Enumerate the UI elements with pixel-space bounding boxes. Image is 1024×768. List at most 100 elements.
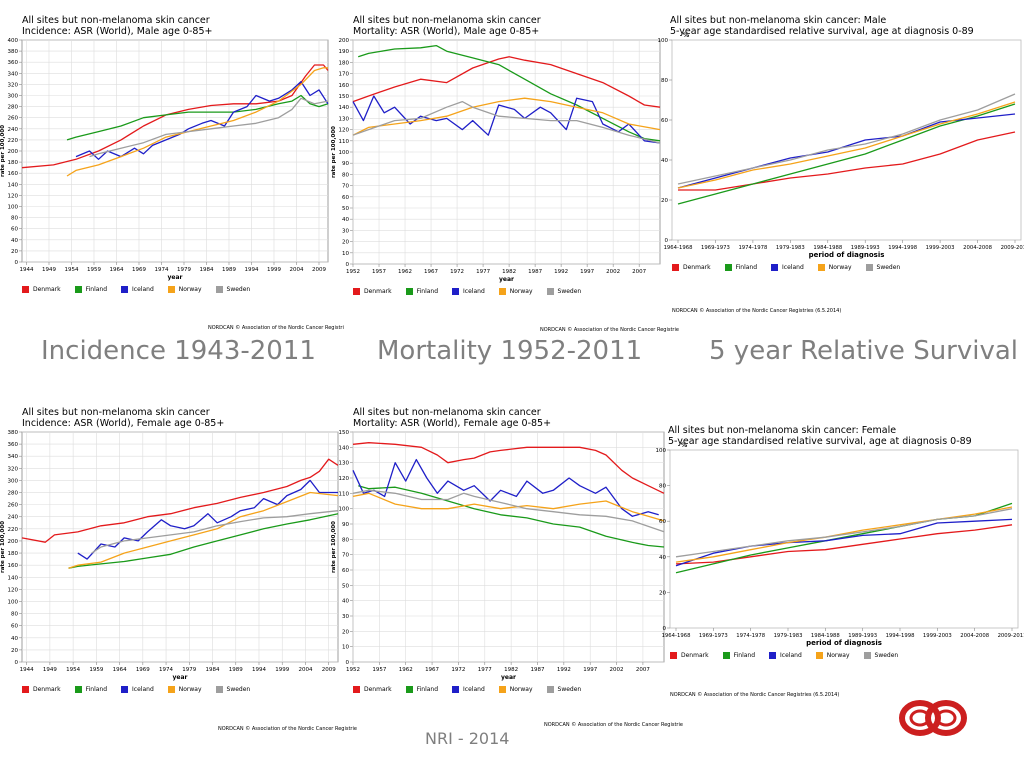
y-tick-label: 40: [659, 555, 666, 561]
y-tick-label: 40: [342, 217, 349, 223]
legend-swatch: [353, 288, 360, 295]
x-tick-label: 1994-1998: [888, 245, 918, 251]
y-tick-label: 190: [339, 49, 350, 55]
legend-swatch: [121, 686, 129, 693]
x-tick-label: 2004-2008: [960, 633, 990, 639]
y-tick-label: 20: [659, 590, 666, 596]
legend-label: Sweden: [874, 652, 899, 659]
chart-title: All sites but non-melanoma skin cancer: …: [670, 15, 887, 26]
legend-item-denmark: Denmark: [670, 652, 709, 659]
y-tick-label: 140: [339, 445, 350, 451]
y-axis-label: %: [681, 441, 688, 449]
x-tick-label: 2002: [610, 667, 624, 673]
y-tick-label: 50: [342, 206, 349, 212]
legend-label: Finland: [735, 264, 758, 271]
series-line-norway: [675, 506, 1013, 563]
chart-legend: Denmark Finland Iceland Norway Sweden: [670, 652, 912, 659]
chart-title: All sites but non-melanoma skin cancer: [22, 15, 210, 26]
series-line-norway: [68, 491, 339, 569]
legend-label: Iceland: [782, 264, 804, 271]
series-line-iceland: [77, 479, 338, 560]
legend-swatch: [863, 652, 871, 659]
legend-item-norway: Norway: [817, 264, 852, 271]
legend-swatch: [452, 288, 460, 295]
x-tick-label: 1979: [182, 667, 196, 673]
y-tick-label: 30: [342, 228, 349, 234]
legend-item-finland: Finland: [405, 686, 439, 693]
legend-swatch: [74, 686, 82, 693]
x-tick-label: 1984-1988: [811, 633, 841, 639]
x-tick-label: 1969: [136, 667, 150, 673]
series-line-iceland: [675, 518, 1013, 567]
legend-swatch: [724, 264, 732, 271]
y-tick-label: 300: [8, 478, 19, 484]
chart-credit: NORDCAN © Association of the Nordic Canc…: [544, 722, 683, 728]
y-axis-label: %: [683, 31, 690, 39]
x-tick-label: 2004-2008: [963, 245, 993, 251]
x-tick-label: 2009: [322, 667, 336, 673]
y-tick-label: 80: [342, 172, 349, 178]
legend-swatch: [771, 264, 779, 271]
legend-swatch: [121, 286, 129, 293]
series-line-sweden: [89, 97, 329, 158]
y-tick-label: 120: [339, 476, 350, 482]
y-axis-label: rate per 100,000: [0, 125, 6, 177]
y-tick-label: 280: [8, 105, 19, 111]
x-tick-label: 1989: [229, 667, 243, 673]
legend-item-iceland: Iceland: [769, 652, 802, 659]
y-tick-label: 200: [8, 149, 19, 155]
y-tick-label: 100: [339, 150, 350, 156]
legend-item-norway: Norway: [167, 686, 202, 693]
chart-subtitle: Mortality: ASR (World), Male age 0-85+: [353, 26, 540, 37]
legend-swatch: [498, 686, 506, 693]
series-line-norway: [352, 97, 661, 136]
legend-label: Norway: [509, 686, 533, 693]
x-tick-label: 1994-1998: [886, 633, 916, 639]
legend-label: Norway: [826, 652, 850, 659]
legend-label: Sweden: [557, 686, 582, 693]
legend-label: Denmark: [33, 686, 61, 693]
legend-label: Finland: [85, 686, 108, 693]
y-tick-label: 60: [11, 624, 18, 630]
x-tick-label: 1952: [346, 667, 360, 673]
legend-label: Finland: [733, 652, 756, 659]
x-tick-label: 1989: [222, 267, 236, 273]
y-tick-label: 40: [11, 238, 18, 244]
legend-swatch: [215, 286, 223, 293]
y-tick-label: 220: [8, 138, 19, 144]
legend-item-finland: Finland: [405, 288, 438, 295]
legend-item-sweden: Sweden: [546, 686, 582, 693]
legend-label: Sweden: [226, 286, 251, 293]
legend-swatch: [670, 652, 677, 659]
y-tick-label: 260: [8, 503, 19, 509]
x-tick-label: 1992: [554, 269, 568, 275]
x-tick-label: 1972: [451, 667, 465, 673]
series-line-sweden: [352, 100, 661, 144]
y-axis-label: rate per 100,000: [331, 126, 337, 178]
legend-label: Finland: [416, 686, 439, 693]
legend-swatch: [815, 652, 823, 659]
y-tick-label: 90: [342, 161, 349, 167]
y-tick-label: 400: [8, 38, 19, 44]
chart-subtitle: 5-year age standardised relative surviva…: [668, 436, 972, 447]
y-tick-label: 60: [661, 118, 668, 124]
x-tick-label: 1984: [206, 667, 220, 673]
legend-swatch: [672, 264, 679, 271]
x-tick-label: 1954: [65, 267, 79, 273]
y-tick-label: 0: [346, 660, 350, 666]
legend-item-finland: Finland: [722, 652, 756, 659]
y-axis-label: rate per 100,000: [331, 521, 337, 573]
x-tick-label: 1974-1978: [736, 633, 766, 639]
chart-subtitle: 5-year age standardised relative surviva…: [670, 26, 974, 37]
x-tick-label: 2002: [606, 269, 620, 275]
legend-item-finland: Finland: [74, 686, 108, 693]
x-axis-label: year: [499, 276, 514, 283]
legend-swatch: [167, 286, 175, 293]
x-tick-label: 1974: [159, 667, 173, 673]
y-tick-label: 340: [8, 454, 19, 460]
y-tick-label: 40: [11, 636, 18, 642]
legend-item-norway: Norway: [498, 686, 533, 693]
